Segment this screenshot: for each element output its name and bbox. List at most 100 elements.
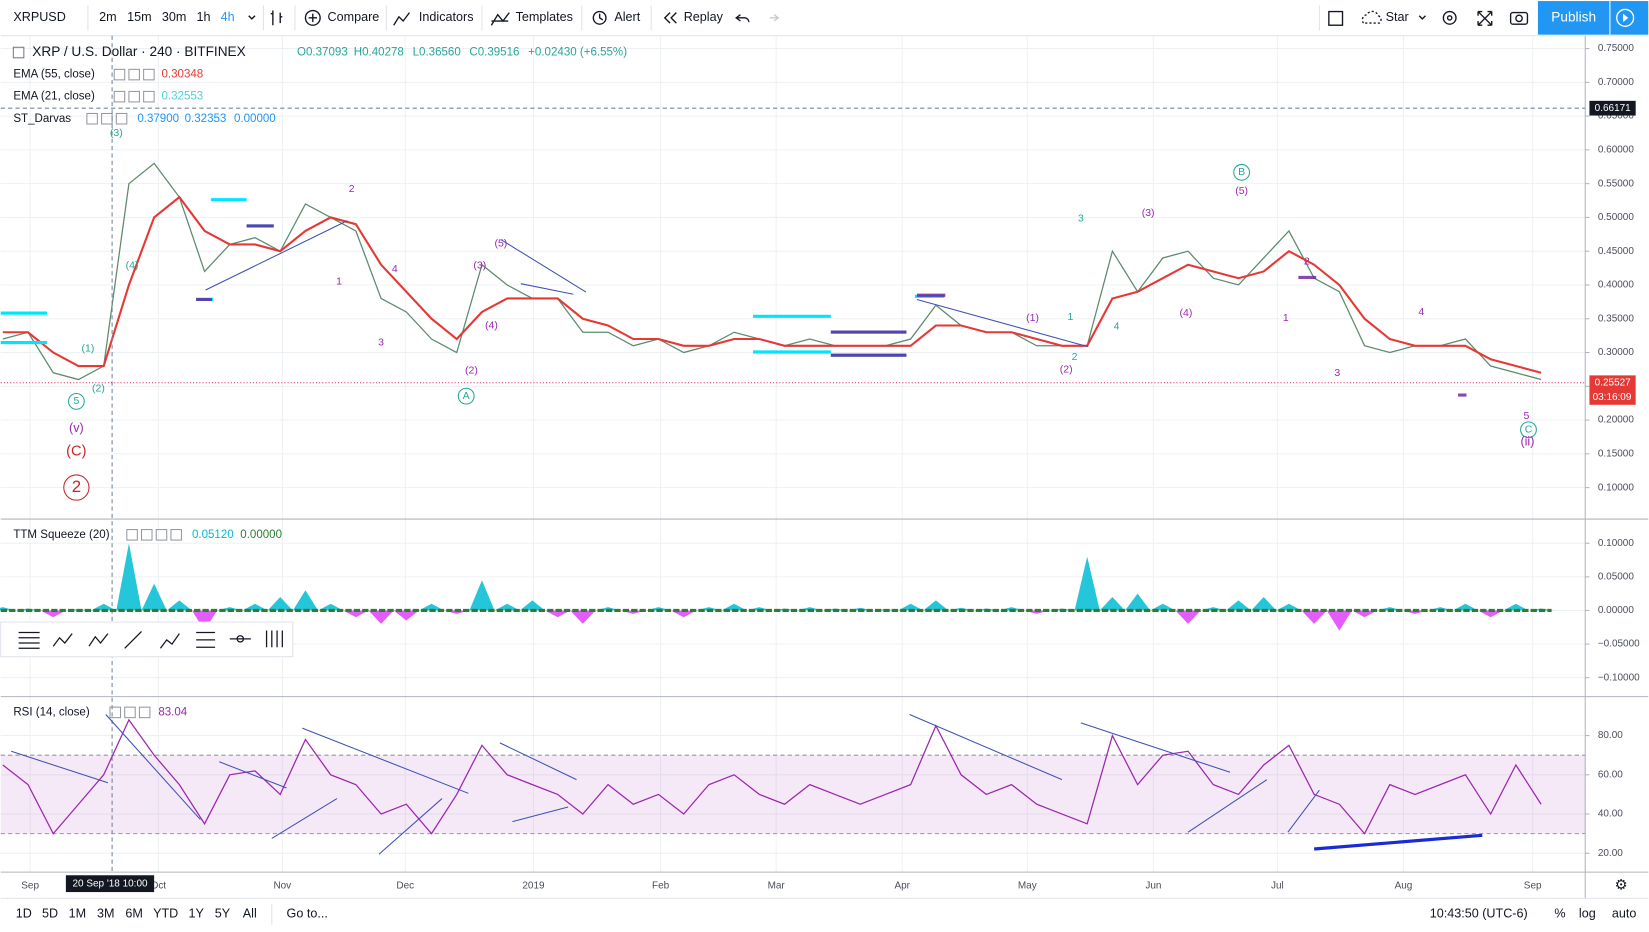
ohlc-value: C0.39516 — [469, 47, 519, 59]
range-button[interactable]: 1Y — [188, 906, 204, 920]
legend-icon[interactable] — [140, 529, 153, 541]
interval[interactable]: 15m — [127, 10, 151, 24]
axis-option[interactable]: auto — [1612, 906, 1637, 920]
time-label: Apr — [894, 880, 910, 891]
wave-circle — [1520, 421, 1537, 439]
wave-circle — [457, 387, 475, 405]
crosshair-date-box — [65, 875, 155, 893]
wave-label: (ii) — [1520, 435, 1534, 449]
legend-icon[interactable] — [128, 68, 140, 81]
legend-icon[interactable] — [109, 706, 122, 719]
axis-tick-label: 0.40000 — [1598, 280, 1634, 291]
time-label: Mar — [768, 880, 786, 891]
squeeze-spike — [368, 610, 394, 624]
axis-tick-label: 0.70000 — [1598, 77, 1634, 88]
crosshair-date: 20 Sep '18 10:00 — [72, 878, 148, 889]
range-button[interactable]: 5D — [42, 906, 58, 920]
marks: XRPUSD 2m 15m 30m 1h 4h Compare Indicators Templ… — [0, 9, 1640, 925]
interval[interactable]: 4h — [221, 10, 235, 24]
axis-option[interactable]: % — [1554, 906, 1565, 920]
toolbar-button[interactable]: Alert — [614, 10, 640, 24]
range-button[interactable]: 1D — [16, 906, 32, 920]
interval[interactable]: 2m — [99, 10, 117, 24]
study-value: 0.05120 — [192, 529, 234, 541]
range-button[interactable]: 1M — [69, 906, 87, 920]
study-value: 0.32353 — [185, 113, 227, 125]
legend-icon[interactable] — [124, 706, 136, 719]
drawing-tools[interactable] — [18, 630, 283, 649]
wave-label: 2 — [1304, 255, 1310, 267]
goto-button[interactable]: Go to... — [287, 906, 328, 920]
squeeze-spike — [242, 603, 268, 611]
fullscreen-icon — [1477, 10, 1493, 26]
wave-label: (4) — [126, 260, 139, 272]
axis-tick-label: 0.35000 — [1598, 313, 1634, 324]
squeeze-spike — [1251, 597, 1277, 611]
range-button[interactable]: 6M — [125, 906, 142, 920]
settings-gear[interactable]: ⚙ — [1615, 878, 1628, 894]
axis-tick-label: 0.50000 — [1598, 212, 1634, 223]
axis-tick-label: 0.10000 — [1598, 538, 1634, 549]
legend-icon[interactable] — [138, 706, 151, 719]
ohlc-value: L0.36560 — [413, 47, 461, 59]
toolbar-button[interactable]: Replay — [684, 10, 724, 24]
time-label: Feb — [652, 880, 670, 891]
wave-label: 2 — [1072, 351, 1078, 363]
ohlc-value: H0.40278 — [354, 47, 404, 59]
time-label: Nov — [273, 880, 291, 891]
publish-button[interactable] — [1537, 1, 1610, 35]
squeeze-spike — [141, 583, 167, 611]
range-button[interactable]: YTD — [153, 906, 178, 920]
wave-label: 5 — [1523, 410, 1529, 422]
candle-icon — [270, 10, 283, 26]
wave-label: (1) — [1026, 312, 1039, 324]
symbol[interactable]: XRPUSD — [13, 10, 65, 24]
interval[interactable]: 1h — [197, 10, 211, 24]
legend-icon[interactable] — [126, 529, 138, 541]
time-label: Oct — [151, 880, 167, 891]
collapse-icon — [12, 46, 25, 59]
legend-icon[interactable] — [113, 90, 126, 103]
symbol-title: XRP / U.S. Dollar · 240 · BITFINEX — [32, 44, 246, 59]
squeeze-spike — [1099, 597, 1126, 611]
change-value: +0.02430 (+6.55%) — [528, 47, 627, 59]
legend-icon[interactable] — [113, 68, 126, 81]
toolbar-button[interactable]: Compare — [328, 10, 380, 24]
squeeze-spike — [1225, 600, 1252, 611]
wave-label: 3 — [1334, 367, 1340, 379]
axis-tick-label: 0.45000 — [1598, 246, 1634, 257]
squeeze-spike — [1351, 610, 1378, 618]
star-button[interactable]: Star — [1386, 10, 1409, 24]
legend-icon[interactable] — [128, 90, 140, 103]
interval-dropdown — [248, 15, 256, 20]
toolbar-button[interactable]: Indicators — [419, 10, 474, 24]
legend-icon[interactable] — [86, 112, 98, 125]
squeeze-spike — [898, 603, 924, 611]
toolbar-button[interactable]: Templates — [516, 10, 573, 24]
axis-option[interactable]: log — [1579, 906, 1596, 920]
legend-icon[interactable] — [143, 68, 155, 81]
study-name: TTM Squeeze (20) — [13, 529, 109, 541]
range-button[interactable]: 5Y — [215, 906, 231, 920]
legend-icon[interactable] — [170, 529, 182, 541]
alert-icon — [592, 10, 607, 25]
wave-label: 4 — [1114, 321, 1120, 333]
interval[interactable]: 30m — [162, 10, 187, 24]
wave-label: 2 — [349, 183, 355, 195]
study-value: 0.32553 — [161, 91, 203, 103]
darvas-boxes — [0, 198, 1467, 397]
range-button[interactable]: 3M — [97, 906, 115, 920]
study-value: 0.00000 — [240, 529, 282, 541]
axis-tick-label: 0.00000 — [1598, 605, 1634, 616]
squeeze-spike — [1175, 610, 1201, 624]
range-button[interactable]: All — [243, 906, 257, 920]
study-value: 0.00000 — [234, 113, 276, 125]
legend-icon[interactable] — [143, 90, 155, 103]
wave-label: B — [1238, 166, 1245, 178]
axis-tick-label: 0.60000 — [1598, 145, 1634, 156]
time-label: Dec — [396, 880, 414, 891]
wave-label: 1 — [1067, 311, 1073, 323]
legend-icon[interactable] — [155, 529, 168, 541]
legend-icon[interactable] — [115, 112, 128, 125]
publish-label[interactable]: Publish — [1551, 9, 1596, 24]
